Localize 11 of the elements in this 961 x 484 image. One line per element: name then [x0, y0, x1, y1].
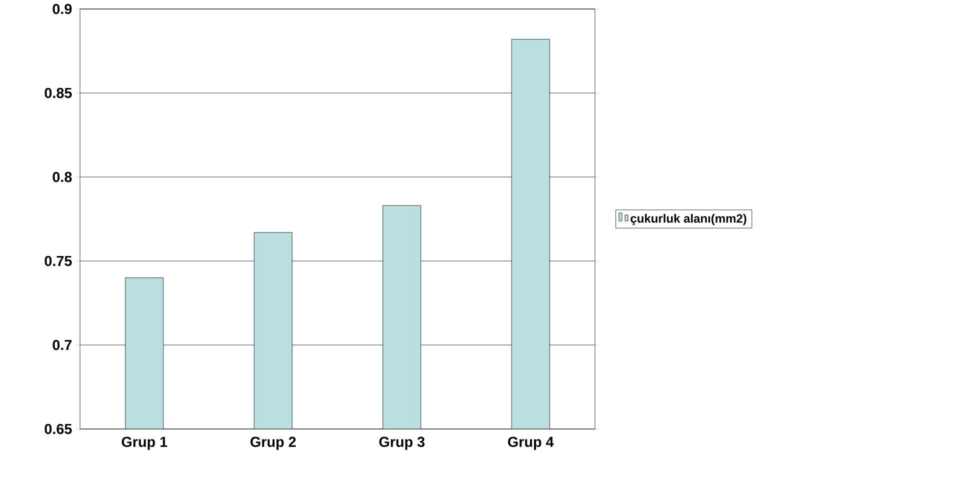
x-tick-label: Grup 1 — [122, 436, 168, 450]
y-tick-label: 0.9 — [52, 4, 72, 14]
y-tick-label: 0.75 — [44, 256, 72, 266]
x-tick-label: Grup 4 — [508, 436, 554, 450]
y-tick-label: 0.65 — [44, 424, 72, 434]
x-tick-label: Grup 2 — [250, 436, 296, 450]
legend-label: çukurluk alanı(mm2) — [630, 214, 746, 226]
x-tick-label: Grup 3 — [379, 436, 425, 450]
y-tick-label: 0.85 — [44, 88, 72, 98]
y-tick-label: 0.7 — [52, 340, 72, 350]
y-tick-label: 0.8 — [52, 172, 72, 182]
